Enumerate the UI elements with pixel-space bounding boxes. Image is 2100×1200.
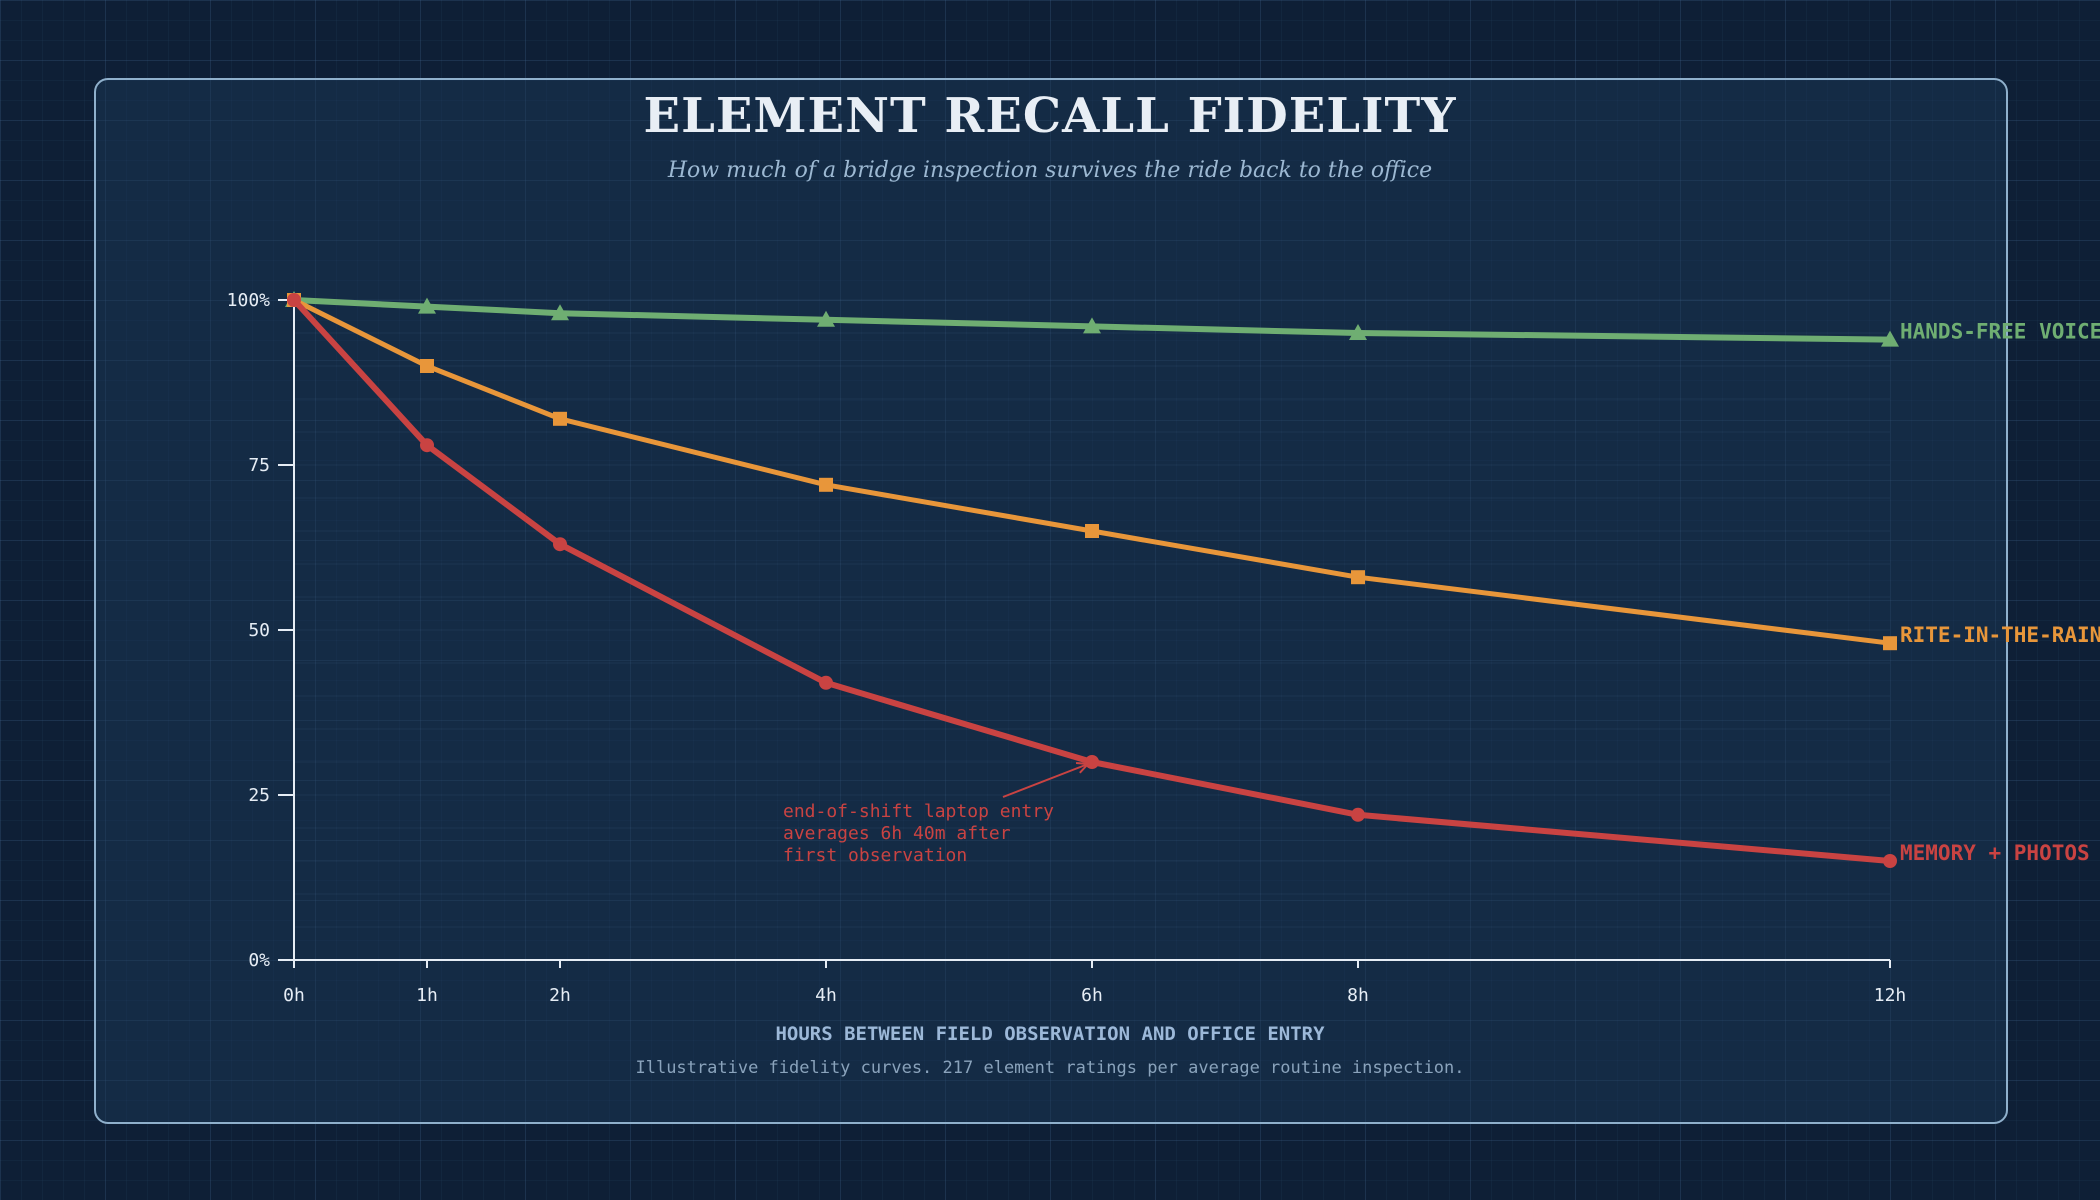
series-line-rite	[291, 297, 1893, 646]
series-rite: RITE-IN-THE-RAIN	[287, 293, 2100, 651]
data-point-rite	[1351, 570, 1365, 585]
chart-subtitle: How much of a bridge inspection survives…	[667, 158, 1433, 183]
y-tick-label: 0%	[248, 950, 270, 971]
series-layer: HANDS-FREE VOICE RITE-IN-THE-RAIN MEMORY +…	[285, 291, 2100, 868]
data-point-memory	[1085, 755, 1099, 769]
data-point-memory	[819, 675, 833, 690]
x-tick-label: 12h	[1874, 985, 1907, 1006]
series-voice: HANDS-FREE VOICE	[285, 291, 2100, 347]
annotation-arrow	[1002, 763, 1089, 798]
data-point-memory	[1883, 854, 1897, 868]
y-tick-label: 50	[248, 620, 270, 641]
series-label-memory: MEMORY + PHOTOS	[1900, 841, 2090, 865]
data-point-rite	[420, 359, 434, 373]
series-line-memory	[291, 297, 1893, 864]
data-point-memory	[287, 293, 301, 307]
data-point-rite	[1085, 524, 1099, 538]
data-point-rite	[553, 411, 567, 426]
data-point-memory	[553, 537, 567, 552]
x-tick-label: 6h	[1081, 985, 1103, 1006]
chart-panel	[94, 78, 2008, 1124]
chart-footnote: Illustrative fidelity curves. 217 elemen…	[635, 1058, 1465, 1078]
data-point-voice	[1083, 317, 1101, 334]
chart-title: ELEMENT RECALL FIDELITY	[643, 88, 1457, 144]
data-point-voice	[1349, 324, 1367, 340]
y-tick-label: 100%	[227, 290, 271, 311]
x-tick-label: 8h	[1347, 985, 1369, 1006]
x-tick-label: 4h	[815, 985, 837, 1006]
series-memory: MEMORY + PHOTOS	[287, 293, 2090, 868]
data-point-rite	[1883, 636, 1897, 651]
annotation-text-line: first observation	[783, 845, 967, 866]
series-label-rite: RITE-IN-THE-RAIN	[1900, 623, 2100, 647]
data-point-voice	[551, 304, 569, 321]
data-point-voice	[418, 297, 436, 314]
x-tick-label: 1h	[416, 985, 438, 1006]
y-tick-label: 25	[248, 785, 270, 806]
annotation-arrowhead	[1075, 762, 1091, 774]
annotation-text-line: averages 6h 40m after	[783, 823, 1011, 844]
x-axis-label: HOURS BETWEEN FIELD OBSERVATION AND OFFI…	[775, 1023, 1325, 1045]
data-point-memory	[1351, 807, 1365, 822]
data-point-voice	[1881, 330, 1899, 347]
series-label-voice: HANDS-FREE VOICE	[1900, 320, 2100, 344]
data-point-rite	[819, 477, 833, 492]
data-point-memory	[420, 438, 434, 453]
annotation-text-line: end-of-shift laptop entry	[783, 801, 1054, 822]
chart-axes: 0% 25 50 75 100% 0h 1h 2h 4h 6h 8h 12h	[227, 290, 1907, 1006]
x-tick-label: 0h	[283, 985, 305, 1006]
data-point-voice	[817, 310, 835, 327]
y-tick-label: 75	[248, 455, 270, 476]
x-tick-label: 2h	[549, 985, 571, 1006]
